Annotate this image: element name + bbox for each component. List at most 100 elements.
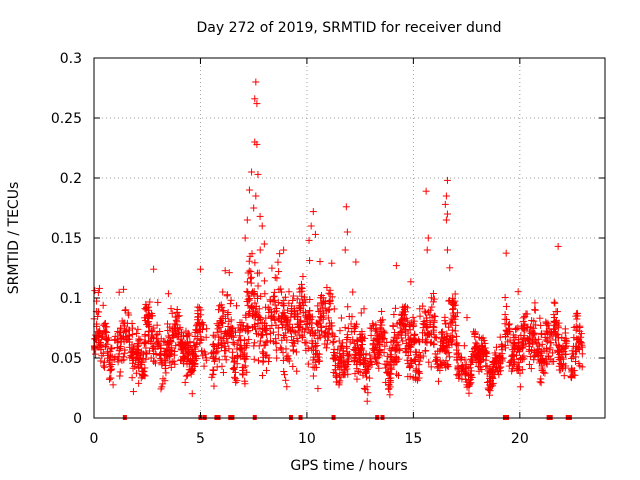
data-point bbox=[269, 293, 277, 301]
data-point bbox=[273, 305, 281, 313]
data-point bbox=[198, 347, 206, 355]
data-point bbox=[353, 336, 361, 344]
data-point bbox=[125, 331, 133, 339]
data-point bbox=[527, 365, 535, 373]
data-point bbox=[363, 368, 371, 376]
data-point bbox=[574, 345, 582, 353]
data-point bbox=[505, 324, 513, 332]
data-point bbox=[195, 304, 203, 312]
data-point bbox=[164, 332, 172, 340]
data-point bbox=[473, 340, 481, 348]
data-point bbox=[295, 324, 303, 332]
data-point bbox=[360, 305, 368, 313]
data-point bbox=[278, 318, 286, 326]
data-point bbox=[173, 308, 181, 316]
data-point bbox=[460, 342, 468, 350]
data-point bbox=[293, 367, 301, 375]
data-point bbox=[521, 322, 529, 330]
data-point bbox=[224, 310, 232, 318]
data-point bbox=[161, 348, 169, 356]
data-point bbox=[525, 339, 533, 347]
data-point bbox=[198, 326, 206, 334]
data-point bbox=[209, 370, 217, 378]
data-point bbox=[402, 339, 410, 347]
data-point bbox=[577, 339, 585, 347]
data-point bbox=[167, 305, 175, 313]
data-point bbox=[373, 335, 381, 343]
data-point bbox=[386, 370, 394, 378]
data-point bbox=[219, 334, 227, 342]
data-point bbox=[188, 364, 196, 372]
data-point bbox=[365, 364, 373, 372]
data-point bbox=[135, 355, 143, 363]
data-point bbox=[233, 340, 241, 348]
data-point bbox=[502, 302, 510, 310]
data-point bbox=[115, 329, 123, 337]
data-point bbox=[563, 337, 571, 345]
data-point bbox=[539, 368, 547, 376]
data-point bbox=[307, 315, 315, 323]
data-point bbox=[243, 368, 251, 376]
data-point bbox=[222, 356, 230, 364]
data-point bbox=[488, 380, 496, 388]
data-point bbox=[506, 320, 514, 328]
data-point bbox=[502, 249, 510, 257]
data-point bbox=[465, 389, 473, 397]
data-point bbox=[426, 311, 434, 319]
data-point bbox=[314, 302, 322, 310]
data-point bbox=[389, 322, 397, 330]
data-point bbox=[284, 354, 292, 362]
data-point bbox=[258, 331, 266, 339]
data-point bbox=[91, 344, 99, 352]
y-axis-label: SRMTID / TECUs bbox=[6, 182, 22, 295]
data-point bbox=[163, 346, 171, 354]
data-point bbox=[317, 294, 325, 302]
data-point bbox=[436, 361, 444, 369]
data-point bbox=[538, 329, 546, 337]
data-point bbox=[351, 356, 359, 364]
data-point bbox=[266, 305, 274, 313]
data-point bbox=[278, 323, 286, 331]
data-point bbox=[452, 321, 460, 329]
data-point bbox=[357, 309, 365, 317]
data-point bbox=[221, 267, 229, 275]
data-point bbox=[262, 352, 270, 360]
data-point bbox=[136, 336, 144, 344]
data-point bbox=[432, 334, 440, 342]
data-point bbox=[255, 305, 263, 313]
data-point bbox=[97, 357, 105, 365]
data-point bbox=[156, 341, 164, 349]
data-point bbox=[390, 361, 398, 369]
data-point bbox=[98, 334, 106, 342]
data-point bbox=[559, 343, 567, 351]
data-point bbox=[567, 355, 575, 363]
data-point bbox=[256, 246, 264, 254]
data-point bbox=[399, 316, 407, 324]
data-point bbox=[483, 378, 491, 386]
data-point bbox=[248, 324, 256, 332]
data-point bbox=[244, 295, 252, 303]
data-point bbox=[326, 306, 334, 314]
data-point bbox=[217, 301, 225, 309]
data-point bbox=[148, 326, 156, 334]
data-point bbox=[441, 320, 449, 328]
data-point bbox=[343, 331, 351, 339]
data-point bbox=[442, 342, 450, 350]
data-point bbox=[439, 343, 447, 351]
data-point bbox=[577, 333, 585, 341]
data-point bbox=[162, 361, 170, 369]
data-point bbox=[456, 370, 464, 378]
data-point bbox=[219, 369, 227, 377]
data-point bbox=[250, 355, 258, 363]
data-point bbox=[298, 332, 306, 340]
data-point bbox=[367, 331, 375, 339]
data-point bbox=[334, 346, 342, 354]
data-point bbox=[254, 357, 262, 365]
data-point bbox=[537, 379, 545, 387]
data-point bbox=[358, 328, 366, 336]
data-point bbox=[557, 354, 565, 362]
data-point bbox=[195, 325, 203, 333]
data-point bbox=[116, 368, 124, 376]
data-point bbox=[432, 357, 440, 365]
data-point bbox=[573, 315, 581, 323]
